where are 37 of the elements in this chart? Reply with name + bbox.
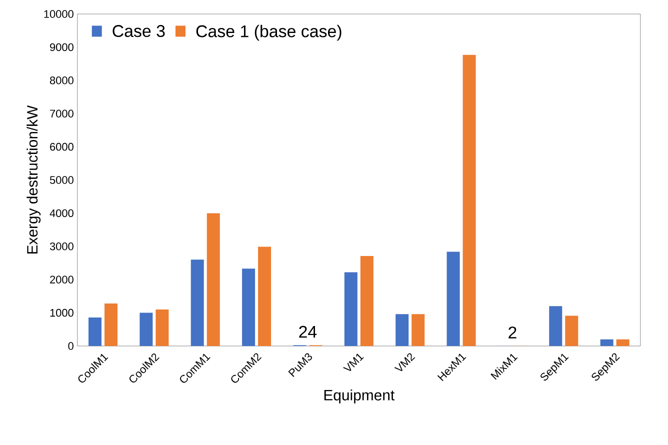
bar: [88, 317, 102, 346]
bar: [616, 339, 630, 346]
x-axis-title: Equipment: [324, 389, 395, 404]
y-tick-label: 1000: [50, 308, 74, 317]
bar: [344, 272, 358, 346]
y-tick-label: 3000: [50, 242, 74, 250]
bar: [412, 314, 425, 346]
bar: [549, 306, 562, 346]
bar: [462, 54, 476, 346]
bar: [242, 268, 256, 346]
y-tick-label: 10000: [44, 10, 74, 18]
y-tick-label: 5000: [50, 176, 74, 184]
annotation: 2: [508, 326, 516, 338]
y-tick-label: 9000: [50, 43, 74, 52]
bar: [360, 256, 374, 346]
bar: [258, 246, 272, 346]
legend-label: Case 3: [112, 25, 165, 38]
y-axis-title: Exergy destruction/kW: [26, 105, 41, 254]
bar: [190, 260, 204, 346]
x-tick-label: VM1: [343, 354, 364, 372]
bar: [565, 316, 578, 346]
bar: [446, 252, 460, 346]
bar: [600, 339, 614, 346]
y-tick-label: 4000: [50, 209, 74, 218]
y-tick-label: 0: [68, 342, 74, 350]
y-tick-label: 2000: [50, 276, 74, 284]
bar: [206, 213, 220, 346]
y-tick-label: 6000: [50, 142, 74, 151]
bar: [140, 312, 153, 346]
legend-label: Case 1 (base case): [196, 24, 342, 41]
bar: [104, 304, 118, 346]
y-tick-label: 8000: [50, 76, 74, 84]
annotation: 24: [299, 326, 317, 338]
y-tick-label: 7000: [50, 110, 74, 118]
bar: [396, 314, 409, 346]
bar: [156, 309, 169, 346]
x-tick-label: VM2: [394, 353, 416, 372]
